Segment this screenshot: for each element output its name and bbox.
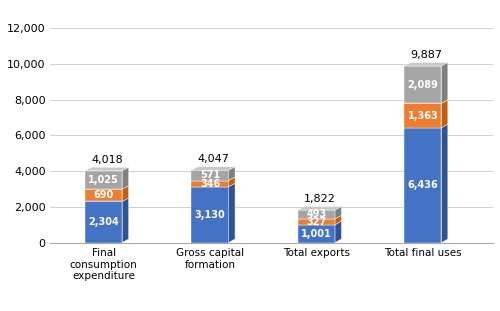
Text: 1,025: 1,025 xyxy=(88,175,119,185)
Text: 4,018: 4,018 xyxy=(91,155,122,165)
Polygon shape xyxy=(335,207,342,219)
Text: 1,822: 1,822 xyxy=(304,194,336,204)
Polygon shape xyxy=(298,215,342,219)
Bar xyxy=(192,187,228,243)
Text: 346: 346 xyxy=(200,179,220,188)
Polygon shape xyxy=(404,63,448,66)
Bar xyxy=(85,171,122,189)
Bar xyxy=(404,103,442,128)
Polygon shape xyxy=(404,124,448,128)
Bar xyxy=(298,210,335,219)
Text: 2,089: 2,089 xyxy=(408,80,438,90)
Polygon shape xyxy=(298,207,342,210)
Polygon shape xyxy=(404,100,448,103)
Text: 1,363: 1,363 xyxy=(408,110,438,121)
Text: 4,047: 4,047 xyxy=(198,154,229,164)
Text: 493: 493 xyxy=(306,210,326,220)
Polygon shape xyxy=(85,167,128,171)
Bar xyxy=(192,180,228,187)
Polygon shape xyxy=(192,167,235,170)
Text: 571: 571 xyxy=(200,170,220,180)
Polygon shape xyxy=(122,198,128,243)
Text: 3,130: 3,130 xyxy=(194,210,226,220)
Polygon shape xyxy=(228,167,235,180)
Text: 690: 690 xyxy=(94,190,114,200)
Polygon shape xyxy=(442,124,448,243)
Polygon shape xyxy=(192,177,235,180)
Polygon shape xyxy=(122,186,128,202)
Polygon shape xyxy=(85,186,128,189)
Bar xyxy=(85,189,122,202)
Polygon shape xyxy=(85,198,128,202)
Bar xyxy=(298,225,335,243)
Polygon shape xyxy=(298,221,342,225)
Text: 6,436: 6,436 xyxy=(408,180,438,190)
Bar xyxy=(192,170,228,180)
Bar xyxy=(404,66,442,103)
Text: 2,304: 2,304 xyxy=(88,217,119,227)
Polygon shape xyxy=(192,183,235,187)
Polygon shape xyxy=(335,221,342,243)
Text: 9,887: 9,887 xyxy=(410,50,442,60)
Bar xyxy=(298,219,335,225)
Polygon shape xyxy=(122,167,128,189)
Bar xyxy=(404,128,442,243)
Text: 1,001: 1,001 xyxy=(301,229,332,239)
Polygon shape xyxy=(442,100,448,128)
Polygon shape xyxy=(228,183,235,243)
Polygon shape xyxy=(228,177,235,187)
Text: 327: 327 xyxy=(306,217,326,227)
Bar xyxy=(85,202,122,243)
Polygon shape xyxy=(335,215,342,225)
Polygon shape xyxy=(442,63,448,103)
